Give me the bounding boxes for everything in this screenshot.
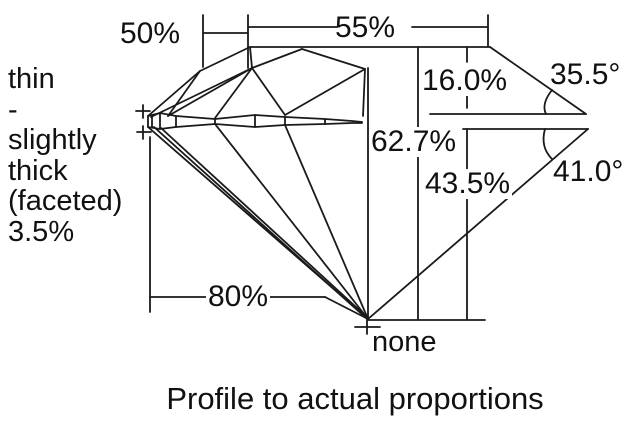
label-crown-angle: 35.5° xyxy=(550,58,621,91)
dimension-lines-depth xyxy=(367,46,486,321)
label-culet: none xyxy=(372,326,437,358)
dimension-lines-top xyxy=(202,14,489,69)
girdle-line-thin: thin xyxy=(8,63,55,95)
label-total-depth: 62.7% xyxy=(369,125,459,158)
label-table-size: 55% xyxy=(335,11,396,44)
figure-caption: Profile to actual proportions xyxy=(166,381,544,416)
girdle-band xyxy=(147,112,363,130)
pavilion-facets xyxy=(147,67,589,320)
label-pavilion-angle: 41.0° xyxy=(553,155,624,188)
girdle-line-percent: 3.5% xyxy=(8,215,75,248)
label-crown-height: 16.0% xyxy=(420,64,510,97)
label-star-length: 50% xyxy=(120,17,181,50)
pavilion-angle-arc xyxy=(542,128,553,160)
angle-arcs xyxy=(542,89,553,160)
girdle-line-faceted: (faceted) xyxy=(8,185,123,217)
crown-facets xyxy=(150,46,366,119)
crown-outline xyxy=(147,46,587,117)
girdle-line-dash: - xyxy=(8,93,18,126)
girdle-line-slightly: slightly xyxy=(8,124,97,156)
crosshair-ticks xyxy=(135,104,381,335)
crown-angle-arc xyxy=(543,89,553,115)
label-pavilion-depth: 43.5% xyxy=(423,167,513,200)
label-girdle-description: thin - slightly thick (faceted) 3.5% xyxy=(8,64,122,247)
girdle-line-thick: thick xyxy=(8,154,68,187)
label-lower-half-length: 80% xyxy=(206,280,271,313)
girdle-lines-right xyxy=(429,113,589,130)
